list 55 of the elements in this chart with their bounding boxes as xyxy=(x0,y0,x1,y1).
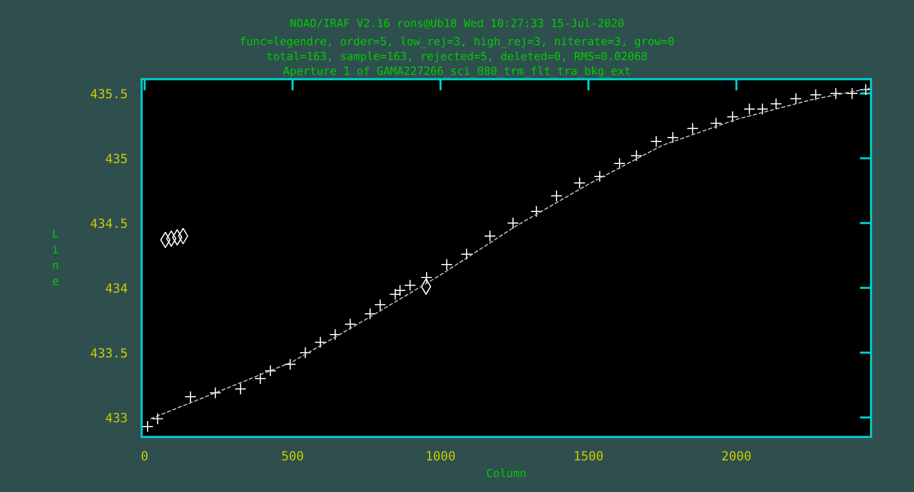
point xyxy=(743,103,756,115)
point xyxy=(209,386,222,399)
y-tick-label: 433 xyxy=(106,412,127,422)
point xyxy=(726,110,738,123)
point xyxy=(364,308,376,320)
point xyxy=(314,336,326,348)
point xyxy=(234,383,246,395)
x-tick-label: 500 xyxy=(282,451,304,461)
point xyxy=(686,122,699,134)
point xyxy=(152,412,164,425)
point xyxy=(550,190,562,202)
line-series xyxy=(150,88,870,420)
x-tick-label: 1500 xyxy=(574,451,603,461)
point xyxy=(484,230,496,242)
point xyxy=(254,372,266,385)
point xyxy=(344,318,356,330)
point xyxy=(299,346,312,359)
point xyxy=(630,150,642,162)
y-tick-label: 434.5 xyxy=(90,218,127,228)
point xyxy=(770,98,782,110)
point xyxy=(420,272,433,284)
point xyxy=(860,84,872,96)
y-tick-label: 435 xyxy=(106,154,127,164)
point xyxy=(284,358,296,370)
point xyxy=(810,88,822,101)
x-axis-title: Column xyxy=(487,468,526,478)
point xyxy=(142,420,154,432)
point xyxy=(614,158,626,170)
point xyxy=(530,205,542,218)
point xyxy=(440,258,453,270)
y-tick-label: 433.5 xyxy=(90,348,127,358)
point xyxy=(184,390,196,403)
y-tick-label: 435.5 xyxy=(90,88,127,98)
point xyxy=(574,176,586,189)
point xyxy=(329,328,342,340)
point xyxy=(666,132,679,144)
point xyxy=(264,364,276,377)
point xyxy=(790,92,802,105)
point xyxy=(710,117,722,130)
point xyxy=(374,298,386,311)
x-tick-label: 0 xyxy=(142,451,148,461)
y-axis-title: Line xyxy=(52,229,58,286)
x-tick-label: 2000 xyxy=(722,451,751,461)
y-tick-label: 434 xyxy=(106,283,128,293)
point xyxy=(650,135,662,148)
point xyxy=(594,170,606,182)
point xyxy=(756,103,768,115)
point xyxy=(404,279,416,292)
x-tick-label: 1000 xyxy=(426,451,455,461)
point xyxy=(460,248,472,260)
point xyxy=(507,217,519,229)
chart-subtitle: func=legendre, order=5, low_rej=3, high_rej=3, niterate=3, grow=0 total=163, sample=163, rejected=5, deleted=0, RMS=0.02068 Aperture 1 of GAMA227266_sci_080_trm_flt_tra_bkg_ext xyxy=(240,36,674,78)
point xyxy=(846,88,858,100)
chart-title: NOAO/IRAF V2.16 rons@Ub18 Wed 10:27:33 15-Jul-2020 xyxy=(290,18,624,29)
point xyxy=(830,88,842,100)
